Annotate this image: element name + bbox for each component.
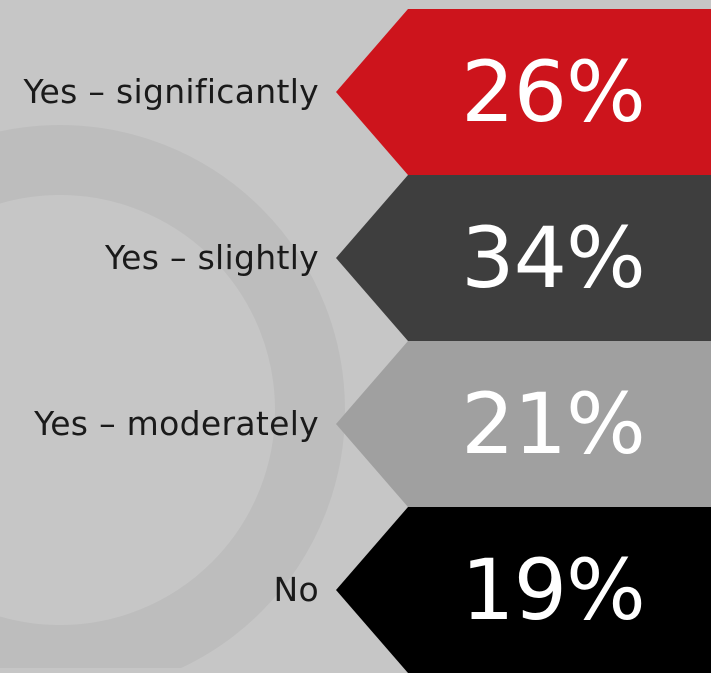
chart-row-2: Yes – moderately 21%	[0, 341, 711, 507]
category-label: Yes – significantly	[23, 72, 319, 111]
value-label: 19%	[461, 541, 646, 639]
category-label: Yes – moderately	[34, 404, 319, 443]
value-arrow	[336, 341, 711, 507]
value-label: 26%	[461, 43, 646, 141]
value-arrow	[336, 507, 711, 673]
value-arrow	[336, 9, 711, 175]
chart-row-1: Yes – slightly 34%	[0, 175, 711, 341]
value-label: 21%	[461, 375, 646, 473]
value-arrow	[336, 175, 711, 341]
chart-row-0: Yes – significantly 26%	[0, 9, 711, 175]
value-label: 34%	[461, 209, 646, 307]
category-label: Yes – slightly	[105, 238, 319, 277]
chart-row-3: No 19%	[0, 507, 711, 673]
category-label: No	[273, 570, 319, 609]
